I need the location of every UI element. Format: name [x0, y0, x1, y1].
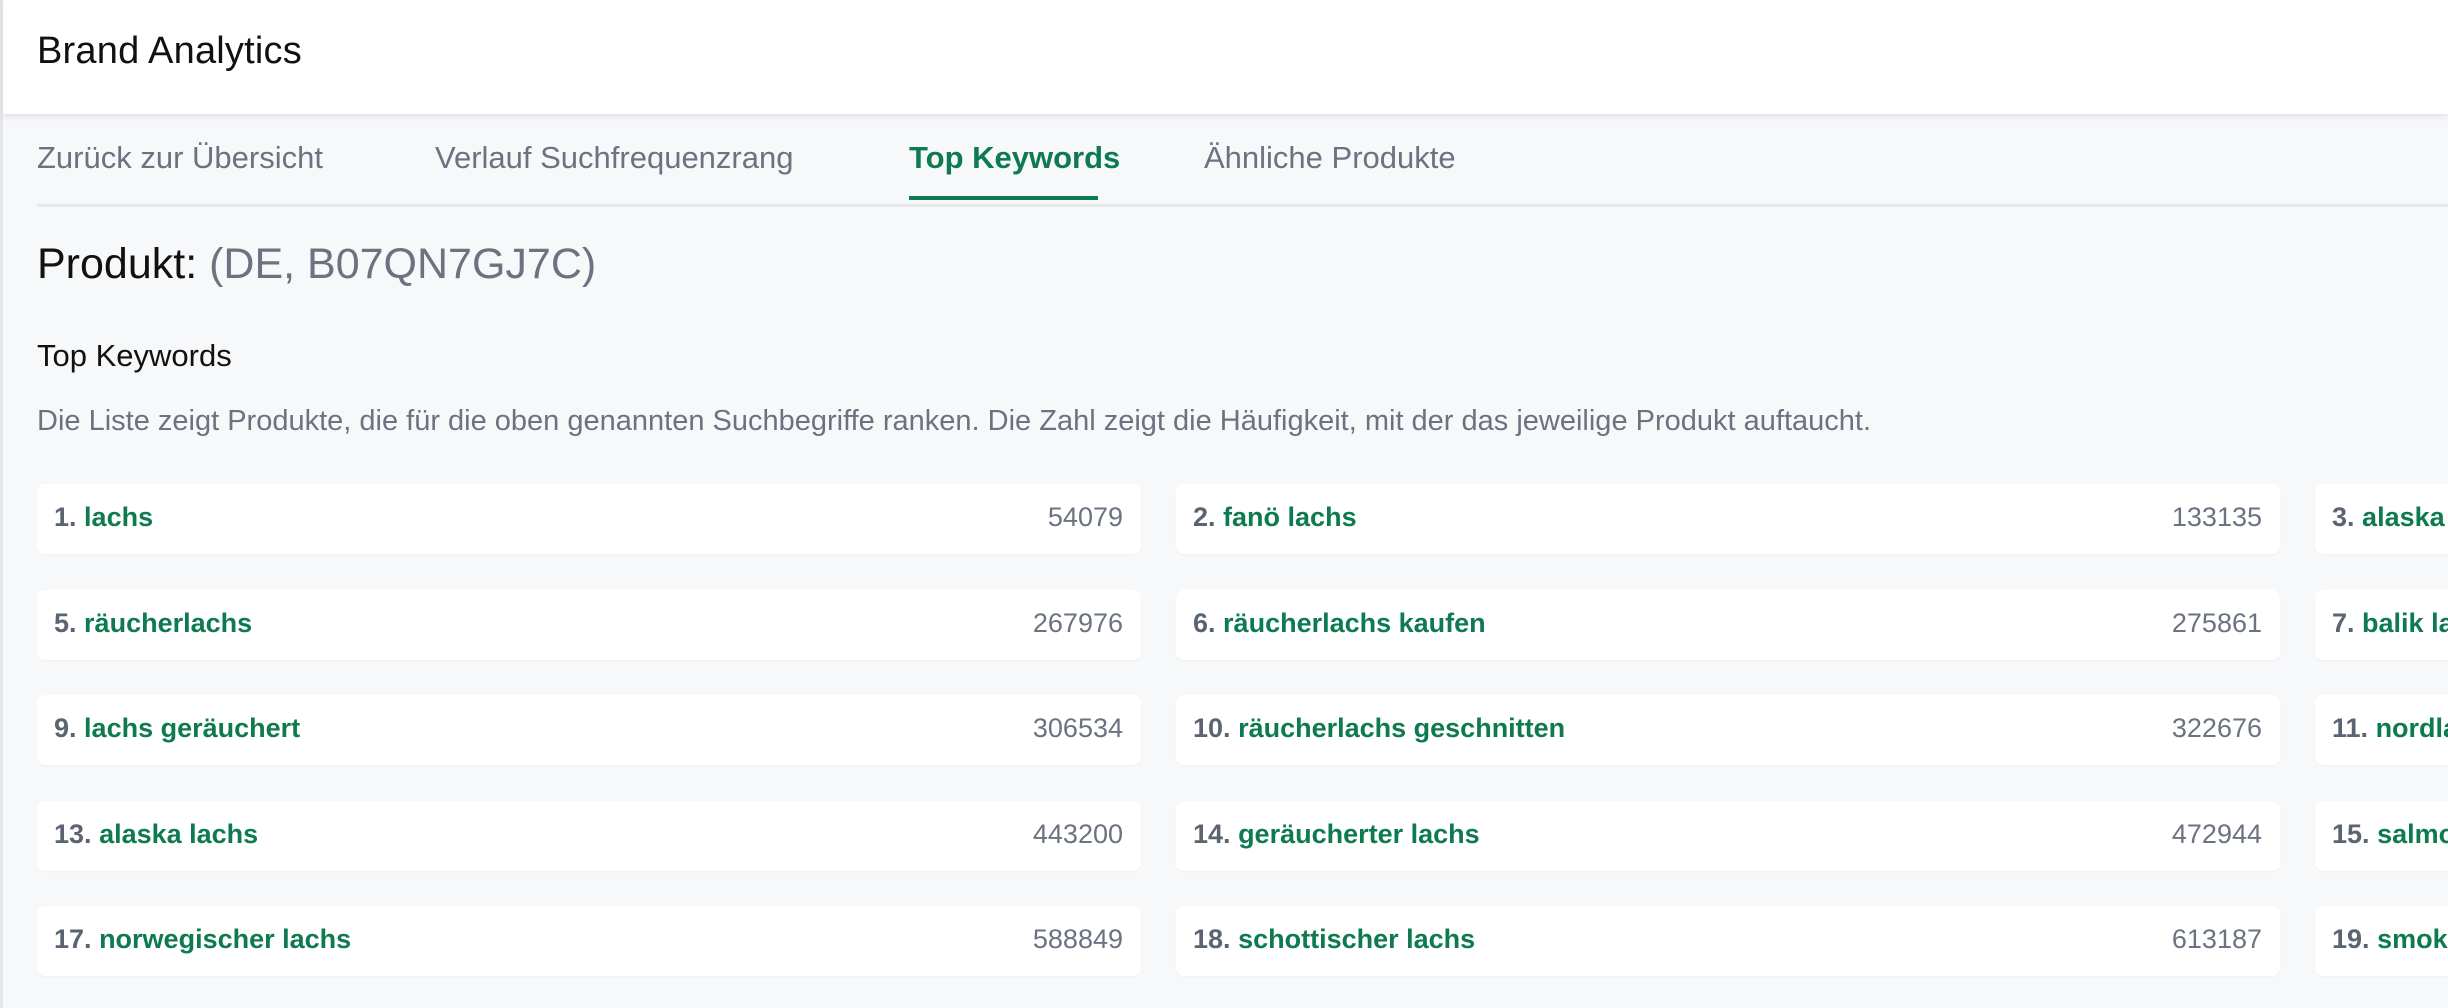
keyword-rank: 18. schottischer lachs — [1193, 924, 1476, 954]
keyword-card: 17. norwegischer lachs 588849 — [37, 906, 1141, 976]
keyword-link[interactable]: balik la — [2362, 608, 2448, 638]
section-description: Die Liste zeigt Produkte, die für die ob… — [37, 405, 1871, 437]
keyword-link[interactable]: alaska lachs — [99, 819, 259, 849]
tab-back-to-overview[interactable]: Zurück zur Übersicht — [37, 140, 323, 175]
keyword-link[interactable]: fanö lachs — [1223, 502, 1357, 532]
keyword-card: 14. geräucherter lachs 472944 — [1176, 801, 2280, 871]
keyword-link[interactable]: salmo — [2377, 819, 2448, 849]
keyword-link[interactable]: lachs geräuchert — [84, 713, 301, 743]
keyword-link[interactable]: lachs — [84, 502, 154, 532]
keyword-rank: 15. salmo — [2332, 819, 2448, 850]
keyword-rank: 19. smok — [2332, 924, 2448, 954]
top-bar: Brand Analytics — [3, 0, 2448, 115]
keyword-card: 18. schottischer lachs 613187 — [1176, 906, 2280, 976]
keyword-rank: 3. alaska — [2332, 502, 2445, 532]
keyword-rank: 1. lachs — [54, 502, 154, 532]
keyword-card: 15. salmo — [2315, 801, 2448, 871]
keyword-rank: 14. geräucherter lachs — [1193, 819, 1480, 849]
keyword-card: 1. lachs 54079 — [37, 484, 1141, 554]
keyword-rank: 9. lachs geräuchert — [54, 713, 301, 743]
keyword-grid: 1. lachs 54079 2. fanö lachs 133135 3. a… — [37, 484, 2448, 1008]
keyword-rank: 2. fanö lachs — [1193, 502, 1357, 532]
keyword-count: 443200 — [1032, 819, 1123, 849]
tab-search-frequency-history[interactable]: Verlauf Suchfrequenzrang — [435, 140, 794, 175]
keyword-count: 133135 — [2171, 502, 2262, 532]
keyword-card: 10. räucherlachs geschnitten 322676 — [1176, 695, 2280, 765]
keyword-count: 54079 — [1047, 502, 1123, 532]
section-title: Top Keywords — [37, 338, 232, 373]
keyword-card: 3. alaska — [2315, 484, 2448, 554]
keyword-link[interactable]: räucherlachs — [84, 608, 253, 638]
keyword-count: 472944 — [2171, 819, 2262, 849]
keyword-link[interactable]: räucherlachs kaufen — [1223, 608, 1486, 638]
keyword-card: 6. räucherlachs kaufen 275861 — [1176, 590, 2280, 660]
product-identifier: (DE, B07QN7GJ7C) — [209, 240, 597, 288]
keyword-card: 9. lachs geräuchert 306534 — [37, 695, 1141, 765]
tab-similar-products[interactable]: Ähnliche Produkte — [1204, 140, 1456, 175]
keyword-link[interactable]: geräucherter lachs — [1238, 819, 1480, 849]
keyword-count: 613187 — [2171, 924, 2262, 954]
keyword-link[interactable]: smok — [2377, 924, 2448, 954]
keyword-count: 275861 — [2171, 608, 2262, 638]
keyword-rank: 11. nordla — [2332, 713, 2448, 744]
keyword-card: 11. nordla — [2315, 695, 2448, 765]
keyword-card: 5. räucherlachs 267976 — [37, 590, 1141, 660]
keyword-rank: 5. räucherlachs — [54, 608, 253, 638]
keyword-link[interactable]: alaska — [2362, 502, 2445, 532]
keyword-link[interactable]: schottischer lachs — [1238, 924, 1476, 954]
page-title: Produkt: (DE, B07QN7GJ7C) — [37, 240, 596, 289]
tab-top-keywords[interactable]: Top Keywords — [909, 140, 1121, 175]
product-label: Produkt: — [37, 240, 198, 288]
app-title: Brand Analytics — [37, 30, 302, 72]
keyword-link[interactable]: norwegischer lachs — [99, 924, 352, 954]
keyword-rank: 10. räucherlachs geschnitten — [1193, 713, 1566, 743]
keyword-link[interactable]: räucherlachs geschnitten — [1238, 713, 1566, 743]
tab-bar: Zurück zur Übersicht Verlauf Suchfrequen… — [37, 118, 2448, 207]
keyword-rank: 7. balik la — [2332, 608, 2448, 639]
keyword-link[interactable]: nordla — [2375, 713, 2448, 743]
keyword-count: 306534 — [1032, 713, 1123, 743]
keyword-count: 588849 — [1032, 924, 1123, 954]
left-border — [0, 0, 3, 1008]
active-tab-indicator — [909, 196, 1098, 200]
keyword-rank: 17. norwegischer lachs — [54, 924, 352, 954]
keyword-rank: 13. alaska lachs — [54, 819, 259, 849]
keyword-rank: 6. räucherlachs kaufen — [1193, 608, 1486, 638]
keyword-card: 13. alaska lachs 443200 — [37, 801, 1141, 871]
keyword-card: 7. balik la — [2315, 590, 2448, 660]
keyword-card: 19. smok — [2315, 906, 2448, 976]
keyword-count: 322676 — [2171, 713, 2262, 743]
keyword-card: 2. fanö lachs 133135 — [1176, 484, 2280, 554]
keyword-count: 267976 — [1032, 608, 1123, 638]
